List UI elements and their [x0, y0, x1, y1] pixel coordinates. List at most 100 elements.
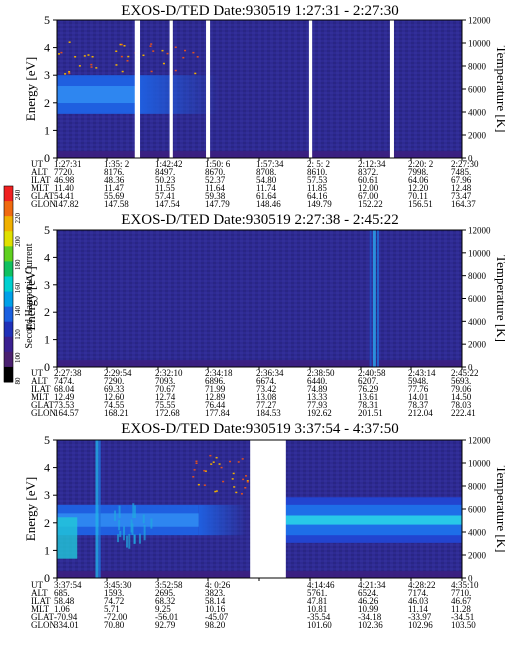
energy-tick-label: 0: [44, 151, 50, 165]
temperature-tick-label: 8000: [468, 62, 487, 72]
colorbar-tick-label: 160: [14, 282, 22, 293]
hot-pixel: [150, 70, 153, 73]
energy-tick-label: 0: [44, 571, 50, 585]
ephemeris-value: 46.03: [408, 596, 429, 606]
energy-tick-label: 1: [44, 123, 50, 137]
ephemeris-value: 74.55: [104, 400, 125, 410]
hot-pixel: [64, 73, 67, 75]
ephemeris-value: 164.57: [54, 408, 79, 418]
hot-pixel: [222, 480, 225, 483]
ephemeris-value: 50.23: [155, 175, 176, 185]
ephemeris-value: 11.64: [205, 183, 225, 193]
ephemeris-value: 102.96: [408, 620, 433, 630]
ephemeris-value: 4:21:34: [358, 580, 386, 590]
ephemeris-value: 12.60: [104, 392, 125, 402]
turbulent-streak: [130, 519, 133, 533]
ephemeris-value: 61.64: [256, 191, 277, 201]
turbulent-streak: [132, 503, 135, 519]
ephemeris-value: 58.48: [54, 596, 75, 606]
ephemeris-value: 11.28: [451, 604, 471, 614]
ephemeris-value: 8372.: [358, 167, 378, 177]
energy-tick-label: 3: [44, 488, 50, 502]
temperature-axis-label: Temperature [K]: [494, 255, 505, 342]
ephemeris-value: 77.93: [307, 400, 328, 410]
ephemeris-row-label: GLON: [31, 199, 56, 209]
hot-pixel: [235, 491, 238, 494]
ephemeris-value: 147.79: [205, 199, 230, 209]
ephemeris-value: 7174.: [408, 588, 428, 598]
ephemeris-value: 5948.: [408, 376, 428, 386]
hot-pixel: [182, 56, 185, 59]
hot-pixel: [68, 41, 71, 43]
ephemeris-value: 149.79: [307, 199, 332, 209]
hot-pixel: [161, 49, 164, 52]
energy-tick-label: 0: [44, 360, 50, 374]
ephemeris-value: 6524.: [358, 588, 378, 598]
colorbar-tick-label: 100: [14, 352, 22, 363]
ephemeris-value: 78.31: [358, 400, 378, 410]
colorbar-tick-label: 220: [14, 213, 22, 224]
ephemeris-value: 2:36:34: [256, 368, 284, 378]
ephemeris-value: -70.94: [54, 612, 78, 622]
temperature-tick-label: 0: [468, 363, 473, 373]
colorbar-swatch: [4, 321, 13, 338]
ephemeris-value: 6674.: [256, 376, 276, 386]
temperature-axis-label: Temperature [K]: [494, 466, 505, 553]
data-gap: [308, 19, 313, 159]
energy-axis-label: Energy [eV]: [23, 477, 38, 541]
ephemeris-value: 60.61: [358, 175, 378, 185]
ephemeris-value: 47.81: [307, 596, 327, 606]
ephemeris-value: 13.33: [307, 392, 328, 402]
colorbar-tick-label: 200: [14, 236, 22, 247]
ephemeris-value: 1:42:42: [155, 159, 183, 169]
ephemeris-value: 13.61: [358, 392, 378, 402]
hot-pixel: [90, 66, 93, 68]
ephemeris-value: 57.41: [155, 191, 175, 201]
ephemeris-value: 2695.: [155, 588, 175, 598]
ephemeris-value: 5761.: [307, 588, 327, 598]
hot-pixel: [203, 484, 206, 486]
hot-pixel: [83, 55, 86, 57]
hot-pixel: [119, 43, 122, 46]
energy-tick-label: 2: [44, 96, 50, 110]
ephemeris-value: 147.82: [54, 199, 79, 209]
panel-title: EXOS-D/TED Date:930519 3:37:54 - 4:37:50: [121, 421, 398, 437]
hot-pixel: [242, 478, 245, 481]
hot-pixel: [212, 461, 215, 463]
ephemeris-value: 10.99: [358, 604, 379, 614]
energy-tick-label: 1: [44, 543, 50, 557]
ephemeris-value: 101.60: [307, 620, 332, 630]
energy-axis-label: Energy [eV]: [23, 266, 38, 330]
ephemeris-value: 4: 0:26: [205, 580, 231, 590]
energy-tick-label: 5: [44, 433, 50, 447]
colorbar-frame: [3, 185, 14, 383]
ephemeris-value: 2:27:30: [451, 159, 479, 169]
ephemeris-value: 78.03: [451, 400, 472, 410]
ephemeris-value: 6440.: [307, 376, 327, 386]
ephemeris-value: 64.06: [408, 175, 429, 185]
ephemeris-value: 75.55: [155, 400, 176, 410]
ephemeris-value: 1:27:31: [54, 159, 82, 169]
ephemeris-value: 10.16: [205, 604, 226, 614]
ephemeris-value: 54.80: [256, 175, 277, 185]
energy-tick-label: 5: [44, 223, 50, 237]
temperature-tick-label: 8000: [468, 482, 487, 492]
ephemeris-value: 70.11: [408, 191, 428, 201]
ephemeris-value: 222.41: [451, 408, 476, 418]
temperature-axis-label: Temperature [K]: [494, 46, 505, 133]
ephemeris-value: 3:52:58: [155, 580, 183, 590]
ephemeris-row-label: UT: [31, 159, 43, 169]
ephemeris-value: 77.27: [256, 400, 277, 410]
turbulent-streak: [128, 533, 131, 549]
ephemeris-row-label: UT: [31, 368, 43, 378]
ephemeris-value: 11.85: [307, 183, 327, 193]
ephemeris-value: 98.20: [205, 620, 226, 630]
energy-band-fade: [198, 504, 248, 536]
colorbar-swatch: [4, 351, 13, 368]
ephemeris-value: 13.08: [256, 392, 277, 402]
colorbar-swatch: [4, 261, 13, 277]
ephemeris-row-label: ALT: [31, 588, 48, 598]
hot-pixel: [68, 72, 71, 75]
ephemeris-value: 67.00: [358, 191, 379, 201]
colorbar-swatch: [4, 231, 13, 247]
